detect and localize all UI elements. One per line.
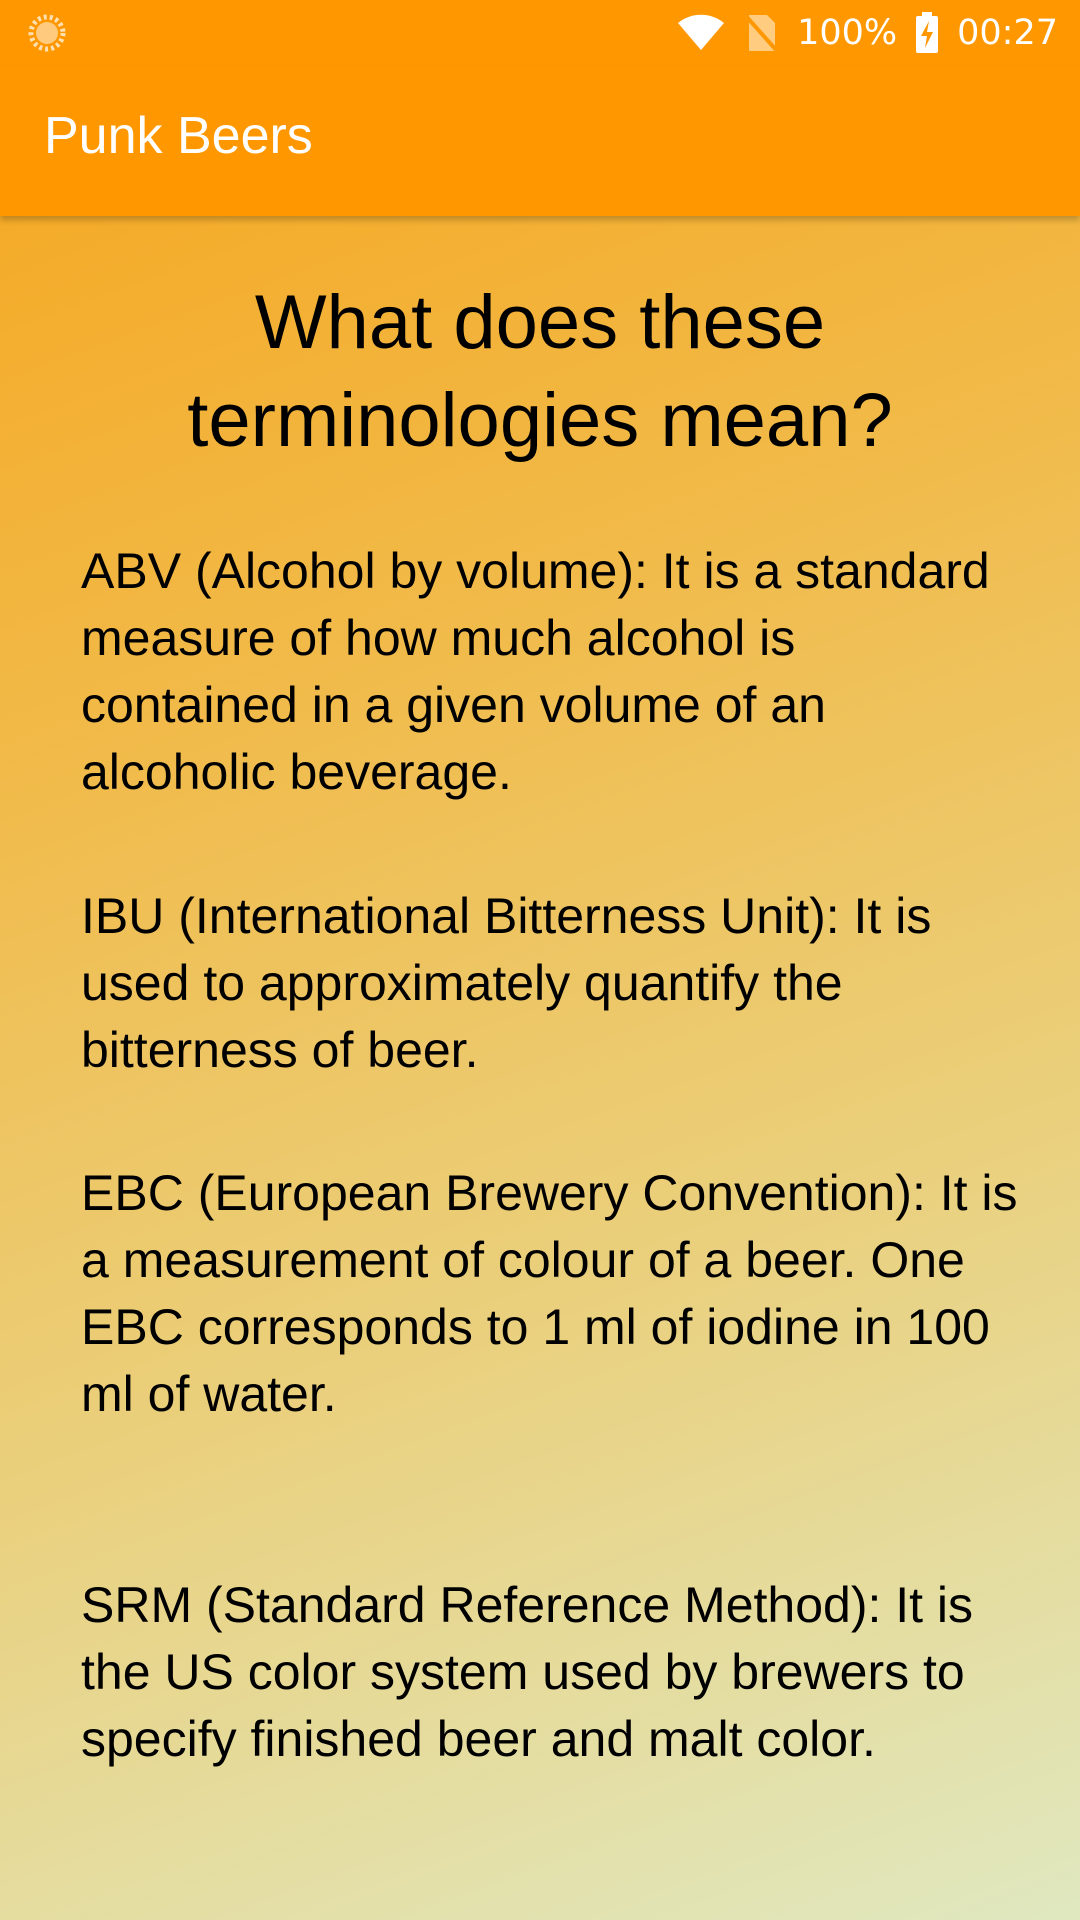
wifi-icon <box>677 14 725 52</box>
app-bar: Punk Beers <box>0 66 1080 216</box>
page-heading: What does these terminologies mean? <box>187 280 893 463</box>
battery-percent: 100% <box>797 13 898 53</box>
term-abv: ABV (Alcohol by volume): It is a standar… <box>81 543 990 800</box>
term-ibu: IBU (International Bitterness Unit): It … <box>81 888 932 1078</box>
battery-charging-icon <box>915 12 939 54</box>
status-time: 00:27 <box>957 13 1058 53</box>
terminology-content: What does these terminologies mean? ABV … <box>0 216 1080 1920</box>
no-sim-icon <box>743 13 779 53</box>
status-bar: 100% 00:27 <box>0 0 1080 66</box>
status-icons: 100% 00:27 <box>677 0 1058 66</box>
loading-spinner-icon <box>28 14 66 52</box>
app-title: Punk Beers <box>44 107 313 165</box>
term-ebc: EBC (European Brewery Convention): It is… <box>81 1165 1018 1422</box>
term-srm: SRM (Standard Reference Method): It is t… <box>81 1577 974 1767</box>
